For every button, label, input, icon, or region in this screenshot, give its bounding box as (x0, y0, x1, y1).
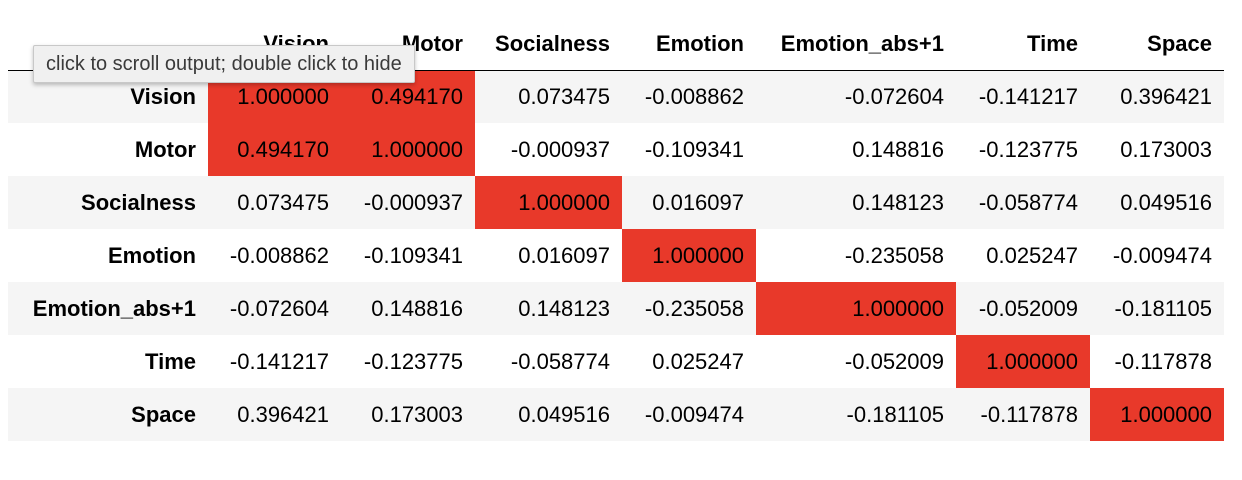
table-cell: -0.072604 (844, 83, 944, 109)
column-header: Emotion_abs+1 (756, 18, 956, 71)
column-header: Socialness (475, 18, 622, 71)
table-row: Motor 0.494170 1.000000 -0.000937 -0.109341 0… (8, 123, 1224, 176)
table-cell: -0.058774 (510, 348, 610, 374)
table-cell: -0.052009 (844, 348, 944, 374)
table-cell: 1.000000 (475, 176, 622, 229)
table-cell: -0.235058 (844, 242, 944, 268)
table-cell: 0.148816 (371, 295, 463, 321)
tooltip: click to scroll output; double click to … (33, 45, 415, 83)
correlation-table: Vision Motor Socialness Emotion Emotion_… (8, 18, 1224, 441)
table-cell: -0.109341 (363, 242, 463, 268)
table-cell: 0.148816 (852, 136, 944, 162)
table-row: Socialness 0.073475 -0.000937 1.000000 0.016… (8, 176, 1224, 229)
table-cell: -0.109341 (644, 136, 744, 162)
table-cell: 0.173003 (1120, 136, 1212, 162)
row-index-label: Motor (134, 136, 196, 162)
column-header: Time (956, 18, 1090, 71)
table-cell: -0.141217 (229, 348, 329, 374)
table-cell: -0.058774 (978, 189, 1078, 215)
row-index-label: Space (131, 401, 196, 427)
table-cell: 0.396421 (237, 401, 329, 427)
table-cell: -0.123775 (978, 136, 1078, 162)
table-cell: 0.396421 (1120, 83, 1212, 109)
row-index-label: Emotion (108, 242, 196, 268)
table-cell: -0.072604 (229, 295, 329, 321)
table-cell: 0.016097 (518, 242, 610, 268)
table-cell: 0.073475 (237, 189, 329, 215)
table-cell: -0.141217 (978, 83, 1078, 109)
table-cell: 0.016097 (652, 189, 744, 215)
row-index-label: Time (145, 348, 196, 374)
table-cell: -0.181105 (1114, 295, 1212, 321)
table-cell: 0.025247 (652, 348, 744, 374)
table-cell: -0.117878 (1114, 348, 1212, 374)
table-cell: 0.173003 (371, 401, 463, 427)
output-area[interactable]: Vision Motor Socialness Emotion Emotion_… (8, 18, 1224, 441)
table-row: Space 0.396421 0.173003 0.049516 -0.009474 -0… (8, 388, 1224, 441)
table-cell: 1.000000 (622, 229, 756, 282)
table-cell: -0.008862 (229, 242, 329, 268)
table-cell: -0.181105 (846, 401, 944, 427)
column-header: Emotion (622, 18, 756, 71)
table-cell: -0.117878 (980, 401, 1078, 427)
row-index-label: Vision (130, 83, 196, 109)
table-cell: -0.008862 (644, 83, 744, 109)
table-cell: 0.025247 (986, 242, 1078, 268)
table-cell: 1.000000 (956, 335, 1090, 388)
table-cell: 1.000000 (1090, 388, 1224, 441)
table-cell: 1.000000 (756, 282, 956, 335)
table-row: Time -0.141217 -0.123775 -0.058774 0.025247 -… (8, 335, 1224, 388)
table-cell: -0.000937 (510, 136, 610, 162)
table-cell: 0.148123 (518, 295, 610, 321)
table-cell: -0.123775 (363, 348, 463, 374)
row-index-label: Emotion_abs+1 (32, 295, 196, 321)
header-row: Vision Motor Socialness Emotion Emotion_… (8, 18, 1224, 71)
table-cell: -0.009474 (1112, 242, 1212, 268)
table-cell: -0.009474 (644, 401, 744, 427)
table-cell: 1.000000 (341, 123, 475, 176)
table-cell: 0.494170 (208, 123, 341, 176)
table-cell: 0.148123 (852, 189, 944, 215)
table-row: Emotion -0.008862 -0.109341 0.016097 1.00000… (8, 229, 1224, 282)
table-cell: 0.073475 (518, 83, 610, 109)
table-cell: -0.052009 (978, 295, 1078, 321)
table-cell: 0.049516 (518, 401, 610, 427)
table-cell: 0.049516 (1120, 189, 1212, 215)
table-row: Emotion_abs+1 -0.072604 0.148816 0.148123 -0… (8, 282, 1224, 335)
table-cell: -0.235058 (644, 295, 744, 321)
table-cell: -0.000937 (363, 189, 463, 215)
row-index-label: Socialness (81, 189, 196, 215)
column-header: Space (1090, 18, 1224, 71)
